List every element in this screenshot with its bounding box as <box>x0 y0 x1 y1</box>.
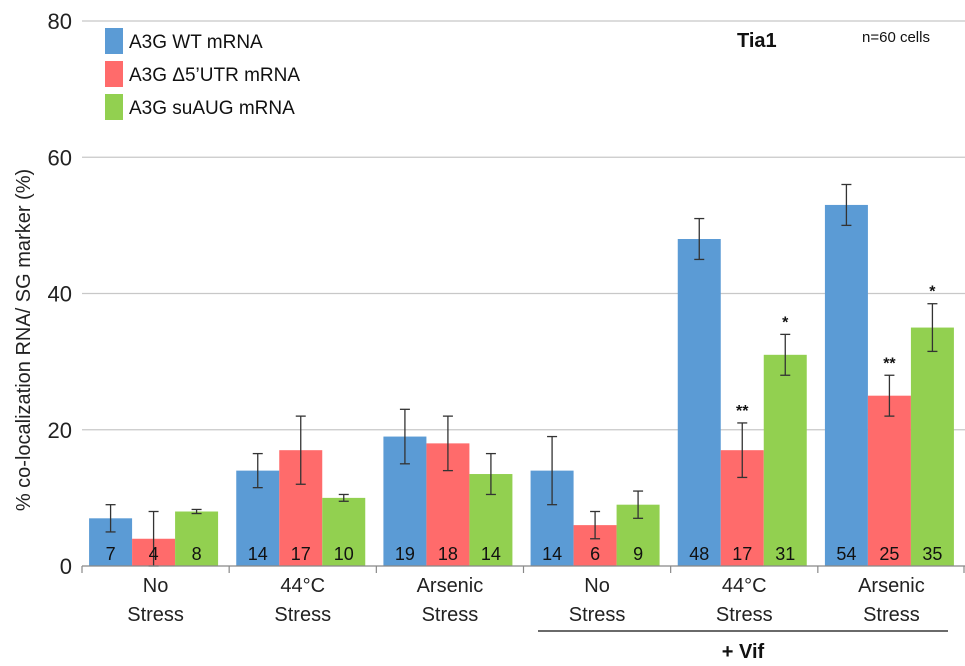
legend-label: A3G suAUG mRNA <box>129 98 295 119</box>
gridlines <box>82 20 965 431</box>
data-label: 18 <box>438 544 458 564</box>
significance-mark: ** <box>736 403 749 420</box>
data-label: 35 <box>922 544 942 564</box>
x-tick-label: No <box>584 575 610 597</box>
y-tick-label: 20 <box>48 418 72 443</box>
legend-swatch <box>105 94 123 120</box>
x-tick-label: Arsenic <box>417 575 484 597</box>
y-tick-label: 0 <box>60 554 72 579</box>
bars <box>89 183 954 567</box>
data-label: 17 <box>732 544 752 564</box>
x-tick-label: Stress <box>422 604 479 626</box>
x-tick-label: Stress <box>863 604 920 626</box>
x-tick-label: No <box>143 575 169 597</box>
data-label: 48 <box>689 544 709 564</box>
significance-mark: * <box>929 284 936 301</box>
bar <box>763 354 807 566</box>
data-label: 31 <box>775 544 795 564</box>
data-label: 9 <box>633 544 643 564</box>
vif-group-label: + Vif <box>722 641 765 663</box>
y-tick-label: 80 <box>48 9 72 34</box>
bar <box>867 395 911 566</box>
marker-annotation: Tia1 <box>737 30 777 52</box>
bar <box>175 511 219 566</box>
data-label: 8 <box>192 544 202 564</box>
data-label: 17 <box>291 544 311 564</box>
n-annotation: n=60 cells <box>862 29 930 46</box>
significance-mark: * <box>782 314 789 331</box>
axes: 0 20 40 60 80 No Stress 44°C Stress Arsenic Stress… <box>48 9 965 626</box>
legend-swatch <box>105 61 123 87</box>
labels: 7 4 8 14 17 10 19 18 14 14 6 9 48 17**31*54 25**35* <box>106 284 943 564</box>
x-tick-label: Stress <box>569 604 626 626</box>
x-tick-label: 44°C <box>280 575 325 597</box>
data-label: 54 <box>836 544 856 564</box>
x-tick-label: 44°C <box>722 575 767 597</box>
data-label: 10 <box>334 544 354 564</box>
x-tick-label: Stress <box>716 604 773 626</box>
data-label: 4 <box>149 544 159 564</box>
x-tick-label: Stress <box>274 604 331 626</box>
y-tick-label: 40 <box>48 282 72 307</box>
data-label: 14 <box>542 544 562 564</box>
y-axis-label: % co-localization RNA/ SG marker (%) <box>13 169 35 511</box>
bar <box>677 239 721 566</box>
data-label: 7 <box>106 544 116 564</box>
data-label: 14 <box>481 544 501 564</box>
legend-label: A3G Δ5’UTR mRNA <box>129 65 300 86</box>
data-label: 14 <box>248 544 268 564</box>
x-tick-label: Stress <box>127 604 184 626</box>
significance-mark: ** <box>883 355 896 372</box>
x-tick-label: Arsenic <box>858 575 925 597</box>
bar <box>910 327 954 566</box>
y-tick-label: 60 <box>48 145 72 170</box>
legend-swatch <box>105 28 123 54</box>
data-label: 19 <box>395 544 415 564</box>
legend: A3G WT mRNA A3G Δ5’UTR mRNA A3G suAUG mRNA <box>105 28 300 120</box>
bar <box>322 497 366 566</box>
bar <box>824 204 868 566</box>
legend-label: A3G WT mRNA <box>129 32 263 53</box>
data-label: 6 <box>590 544 600 564</box>
data-label: 25 <box>879 544 899 564</box>
